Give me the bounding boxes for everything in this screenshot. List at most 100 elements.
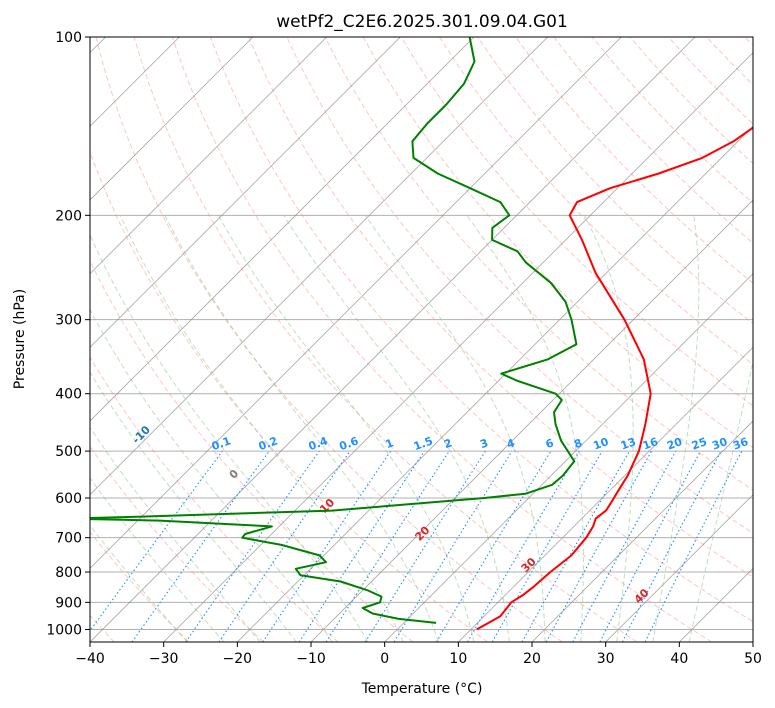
moist-adiabat-line [583, 215, 634, 642]
mixing-ratio-line [644, 450, 743, 642]
isotherm-gridline [605, 494, 753, 642]
mixing-ratio-label: 0.4 [307, 434, 330, 453]
dry-adiabat-line [90, 531, 190, 642]
dry-adiabat-line [324, 37, 753, 491]
dry-adiabat-line [210, 37, 753, 623]
isotherm-gridline [458, 346, 753, 642]
chart-title: wetPf2_C2E6.2025.301.09.04.G01 [276, 12, 568, 32]
moist-adiabat-line [164, 215, 439, 642]
dry-adiabat-line [90, 356, 339, 642]
mixing-ratio-line [545, 450, 653, 642]
y-tick-label: 300 [55, 313, 82, 329]
mixing-ratio-label: 13 [619, 435, 638, 452]
y-tick-label: 600 [55, 491, 82, 507]
mixing-ratio-label: 6 [544, 436, 556, 451]
y-tick-label: 1000 [46, 622, 82, 638]
dry-adiabat-line [248, 37, 753, 578]
mixing-ratio-label: 10 [591, 435, 610, 453]
y-tick-label: 800 [55, 565, 82, 581]
x-tick-label: 10 [449, 651, 467, 667]
y-tick-label: 100 [55, 30, 82, 46]
x-tick-label: 20 [523, 651, 541, 667]
y-tick-label: 700 [55, 531, 82, 547]
isotherm-gridline [384, 273, 753, 642]
moist-adiabat-line [119, 215, 404, 642]
mixing-ratio-label: 0.2 [257, 434, 280, 453]
grid-layer [90, 37, 753, 642]
moist-adiabat-line [90, 426, 261, 642]
isotherm-gridline [752, 641, 753, 642]
mixing-ratio-line [325, 450, 450, 642]
isotherm-gridline [90, 37, 548, 496]
mixing-ratio-line [393, 450, 513, 642]
mixing-ratio-label: 2 [442, 436, 454, 451]
temperature-profile-line [476, 126, 753, 631]
mixing-ratio-label: 0.1 [210, 434, 233, 453]
mixing-ratio-label: 8 [572, 436, 584, 451]
isotherm-gridline [90, 37, 622, 569]
isotherm-gridline [90, 37, 254, 201]
isotherm-gridline [310, 199, 753, 642]
x-tick-label: 0 [380, 651, 389, 667]
series-layer [90, 37, 753, 631]
mixing-ratio-line [90, 450, 223, 632]
x-tick-label: −20 [223, 651, 253, 667]
dry-adiabat-line [90, 445, 264, 642]
isotherm-gridline [237, 125, 753, 642]
reference-lines [90, 37, 753, 642]
moist-adiabat-line [364, 215, 546, 642]
plot-frame [89, 36, 754, 643]
dewpoint-profile-line [90, 37, 578, 624]
dry-adiabat-line [133, 37, 638, 642]
mixing-ratio-label: 30 [710, 435, 729, 453]
mixing-ratio-label: 1 [384, 436, 396, 451]
moist-adiabat-line [652, 215, 700, 642]
mixing-ratio-line [298, 450, 425, 642]
mixing-ratio-line [262, 450, 392, 642]
y-tick-label: 900 [55, 595, 82, 611]
mixing-ratio-label: 3 [478, 436, 490, 451]
dry-adiabat-line [95, 37, 563, 642]
moist-adiabat-line [90, 477, 225, 642]
moist-adiabat-line [90, 371, 297, 642]
x-tick-label: 30 [597, 651, 615, 667]
isotherm-gridline [90, 37, 327, 275]
y-axis-label: Pressure (hPa) [12, 289, 28, 389]
dry-adiabat-line [438, 37, 753, 366]
x-axis-label: Temperature (°C) [361, 681, 483, 697]
mixing-ratio-label: 16 [641, 435, 660, 453]
y-tick-label: 200 [55, 208, 82, 224]
isotherm-gridline [90, 37, 696, 642]
mixing-ratio-label: 1.5 [412, 434, 435, 453]
x-tick-label: −10 [296, 651, 326, 667]
mixing-ratio-line [185, 450, 320, 642]
mixing-ratio-label: 36 [731, 435, 750, 453]
mixing-ratio-label: 4 [505, 436, 517, 451]
dry-adiabat-line [90, 150, 488, 642]
y-tick-label: 400 [55, 387, 82, 403]
moist-adiabat-line [90, 524, 188, 642]
dry-adiabat-line [515, 37, 753, 284]
moist-adiabat-line [90, 233, 369, 642]
mixing-ratio-label: 20 [665, 435, 684, 453]
isotherm-gridline [531, 420, 753, 642]
mixing-ratio-line [572, 450, 677, 642]
plot-area [90, 37, 753, 642]
x-tick-label: −40 [75, 651, 105, 667]
mixing-ratio-line [521, 450, 630, 642]
moist-adiabat-line [283, 215, 510, 642]
mixing-ratio-label: 25 [690, 435, 709, 452]
y-axis: 1000 900 800 700 600 500 400 300 200 100 [46, 30, 90, 638]
mixing-ratio-line [131, 450, 270, 642]
isotherm-gridline [90, 37, 475, 422]
x-tick-label: 50 [744, 651, 762, 667]
mixing-ratio-line [218, 450, 351, 642]
mixing-ratio-label: 0.6 [338, 434, 361, 453]
x-tick-label: 40 [670, 651, 688, 667]
y-tick-label: 500 [55, 444, 82, 460]
moist-adiabat-line [688, 358, 753, 642]
x-axis: −40 −30 −20 −10 0 10 20 30 40 50 [75, 642, 762, 667]
dry-adiabat-line [171, 37, 712, 642]
x-tick-label: −30 [149, 651, 179, 667]
